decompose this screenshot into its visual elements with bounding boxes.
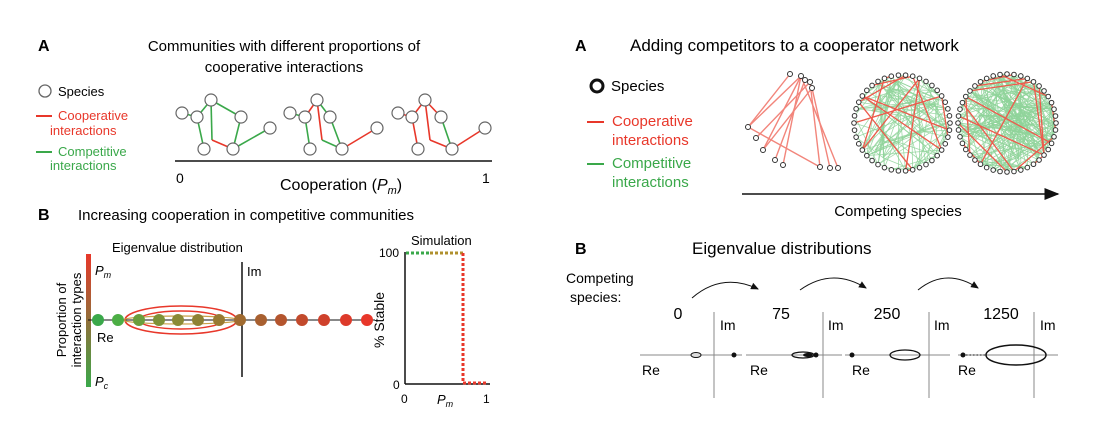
- right-a-title: Adding competitors to a cooperator netwo…: [630, 36, 959, 55]
- svg-text:Im: Im: [934, 317, 950, 333]
- svg-text:Im: Im: [1040, 317, 1056, 333]
- sim-y-label: % Stable: [371, 292, 387, 348]
- yaxis-label-2: interaction types: [69, 272, 84, 367]
- right-legend-species: Species: [611, 78, 664, 95]
- network-mid-cooperation: [283, 93, 384, 156]
- svg-text:Im: Im: [720, 317, 736, 333]
- right-b-letter: B: [575, 241, 587, 258]
- yaxis-label-1: Proportion of: [54, 282, 69, 357]
- right-panel-a: A Adding competitors to a cooperator net…: [575, 36, 1060, 220]
- mixed-network-medium: [851, 72, 953, 174]
- legend-species-label: Species: [58, 84, 105, 99]
- legend-comp-1: Competitive: [58, 144, 127, 159]
- right-a-letter: A: [575, 38, 587, 55]
- right-panel-b: B Eigenvalue distributions Competing spe…: [566, 239, 1058, 398]
- right-legend-coop-1: Cooperative: [612, 113, 693, 130]
- network-low-cooperation: [175, 93, 277, 156]
- legend-coop-2: interactions: [50, 123, 117, 138]
- right-legend-comp-1: Competitive: [612, 155, 691, 172]
- sim-y-0: 0: [393, 378, 400, 392]
- species-legend-icon: [38, 84, 52, 98]
- sim-title: Simulation: [411, 233, 472, 248]
- curve-arrow-3: [917, 277, 979, 291]
- svg-text:Re: Re: [852, 362, 870, 378]
- competing-label-1: Competing: [566, 270, 634, 286]
- competing-value-2: 250: [874, 306, 901, 323]
- eigen-plot-75: Im Re: [746, 312, 844, 398]
- competing-value-0: 0: [674, 306, 683, 323]
- sim-y-100: 100: [379, 246, 399, 260]
- svg-text:Re: Re: [958, 362, 976, 378]
- legend-comp-2: interactions: [50, 158, 117, 173]
- curve-arrow-2: [799, 277, 867, 291]
- svg-text:Re: Re: [642, 362, 660, 378]
- eigen-plot-250: Im Re: [845, 312, 950, 398]
- im-label: Im: [247, 264, 261, 279]
- left-panel-a: A Communities with different proportions…: [36, 38, 492, 197]
- left-b-title: Increasing cooperation in competitive co…: [78, 207, 414, 224]
- re-label: Re: [97, 330, 114, 345]
- competing-value-3: 1250: [983, 306, 1019, 323]
- svg-text:Re: Re: [750, 362, 768, 378]
- sim-x-0: 0: [401, 392, 408, 406]
- left-a-letter: A: [38, 38, 50, 55]
- eigenvalue-dots: [92, 314, 373, 326]
- cooperation-axis-start: 0: [176, 170, 184, 186]
- pm-label: Pm: [95, 263, 112, 280]
- right-legend-comp-2: interactions: [612, 174, 689, 191]
- cooperation-axis-end: 1: [482, 170, 490, 186]
- left-panel-b: B Increasing cooperation in competitive …: [38, 207, 490, 409]
- left-a-title-2: cooperative interactions: [205, 59, 363, 76]
- competing-label-2: species:: [570, 289, 621, 305]
- eigen-plot-1250: Im Re: [958, 312, 1058, 398]
- legend-coop-1: Cooperative: [58, 108, 128, 123]
- curve-arrow-1: [691, 281, 759, 299]
- right-legend-coop-2: interactions: [612, 132, 689, 149]
- svg-text:Im: Im: [828, 317, 844, 333]
- competing-species-label: Competing species: [834, 203, 962, 220]
- right-b-title: Eigenvalue distributions: [692, 239, 872, 258]
- species-legend-icon-right: [589, 78, 605, 94]
- cooperation-axis-label: Cooperation (Pm): [280, 177, 402, 197]
- eigen-label: Eigenvalue distribution: [112, 240, 243, 255]
- left-b-letter: B: [38, 207, 50, 224]
- pc-label: Pc: [95, 374, 109, 391]
- cooperator-network: [745, 71, 841, 171]
- eigen-plot-0: Im Re: [640, 312, 742, 398]
- mixed-network-large: [955, 71, 1059, 175]
- sim-x-1: 1: [483, 392, 490, 406]
- sim-x-label: Pm: [437, 392, 454, 409]
- left-a-title-1: Communities with different proportions o…: [148, 38, 421, 55]
- competing-value-1: 75: [772, 306, 790, 323]
- sim-curve: [406, 251, 488, 385]
- network-high-cooperation: [391, 93, 492, 156]
